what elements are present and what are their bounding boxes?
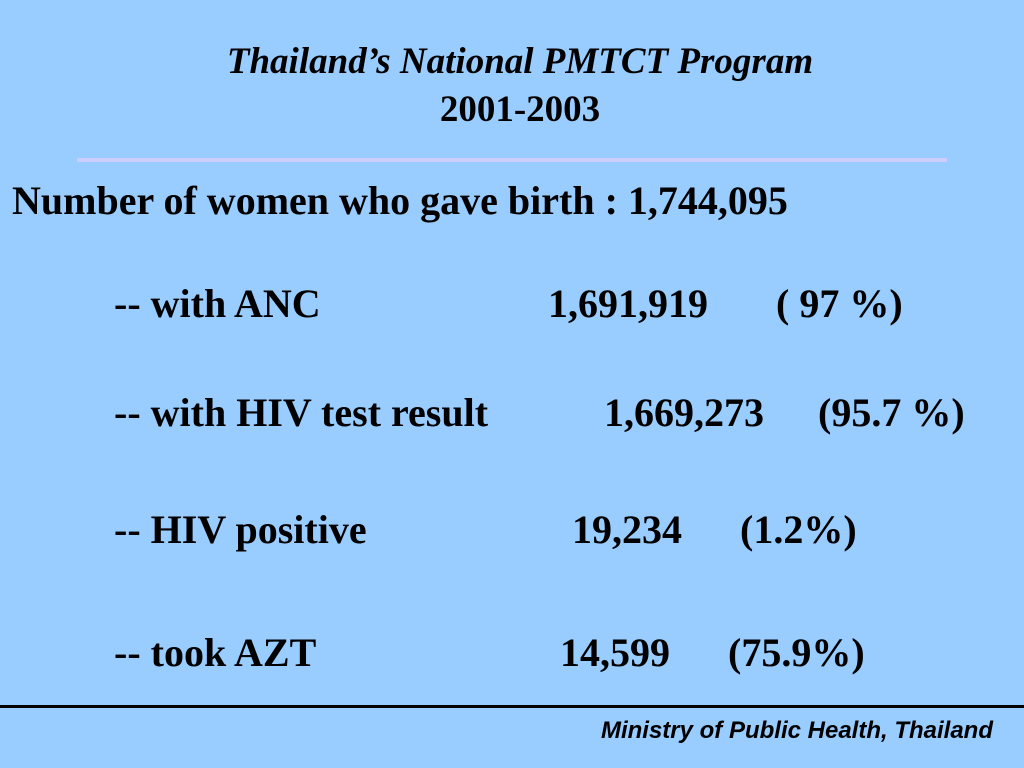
stat-percent-hiv-test: (95.7 %): [818, 390, 965, 435]
footer-source: Ministry of Public Health, Thailand: [600, 717, 993, 744]
slide-subtitle: 2001-2003: [439, 89, 601, 130]
stat-percent-anc: ( 97 %): [776, 281, 903, 326]
stat-value-hiv-positive: 19,234: [572, 507, 682, 552]
stat-value-anc: 1,691,919: [548, 281, 708, 326]
stat-value-azt: 14,599: [560, 630, 670, 675]
footer-divider: [0, 705, 1024, 708]
stat-label-azt: -- took AZT: [114, 630, 317, 675]
stat-label-anc: -- with ANC: [114, 281, 321, 326]
slide-title: Thailand’s National PMTCT Program: [226, 41, 814, 82]
stat-label-hiv-test: -- with HIV test result: [114, 390, 489, 435]
stat-value-hiv-test: 1,669,273: [604, 390, 764, 435]
stat-percent-hiv-positive: (1.2%): [740, 507, 857, 552]
stat-label-hiv-positive: -- HIV positive: [114, 507, 367, 552]
stat-percent-azt: (75.9%): [728, 630, 865, 675]
births-summary: Number of women who gave birth : 1,744,0…: [12, 178, 788, 223]
title-divider: [77, 158, 947, 162]
